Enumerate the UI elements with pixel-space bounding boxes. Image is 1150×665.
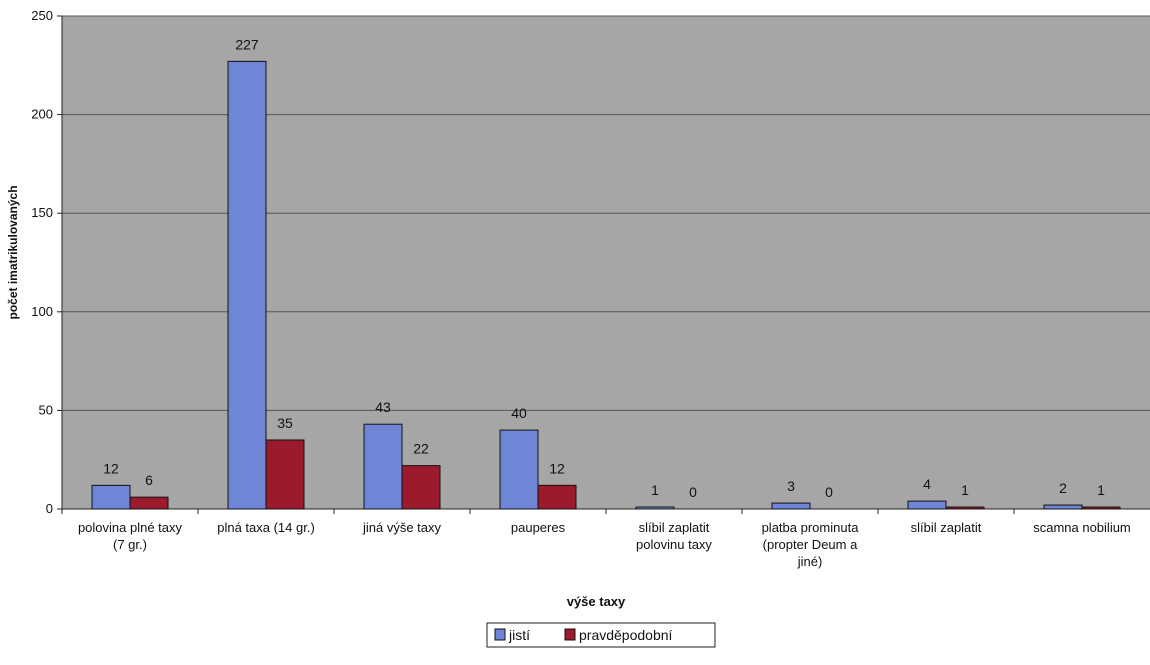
data-label: 1 [961, 482, 969, 498]
category-label: scamna nobilium [1033, 520, 1131, 535]
legend [486, 622, 716, 648]
data-label: 22 [413, 441, 429, 457]
bar-jistí [907, 500, 947, 510]
bar-jistí [91, 484, 131, 510]
bar-jistí [227, 60, 267, 510]
data-label: 0 [689, 484, 697, 500]
data-label: 35 [277, 415, 293, 431]
legend-swatch [564, 628, 576, 641]
plot-area [62, 16, 1150, 509]
x-axis-title: výše taxy [567, 594, 626, 609]
data-label: 43 [375, 399, 391, 415]
data-label: 227 [235, 36, 259, 52]
category-label: slíbil zaplatit [911, 520, 982, 535]
bar-jistí [635, 506, 675, 510]
data-label: 1 [651, 482, 659, 498]
bar-pravděpodobní [401, 465, 441, 510]
y-tick-label: 250 [31, 8, 53, 23]
category-label: pauperes [511, 520, 566, 535]
bar-jistí [499, 429, 539, 510]
y-tick-label: 200 [31, 107, 53, 122]
bar-pravděpodobní [265, 439, 305, 510]
data-label: 3 [787, 478, 795, 494]
category-label: polovinu taxy [636, 537, 712, 552]
data-label: 2 [1059, 480, 1067, 496]
y-tick-label: 100 [31, 304, 53, 319]
category-label: plná taxa (14 gr.) [217, 520, 315, 535]
bar-pravděpodobní [129, 496, 169, 510]
data-label: 6 [145, 472, 153, 488]
category-label: jiné) [797, 554, 823, 569]
data-label: 12 [103, 460, 119, 476]
bar-pravděpodobní [537, 484, 577, 510]
category-label: (7 gr.) [113, 537, 147, 552]
data-label: 4 [923, 476, 931, 492]
category-label: jiná výše taxy [362, 520, 442, 535]
data-label: 12 [549, 460, 565, 476]
legend-label: jistí [508, 627, 530, 643]
data-label: 0 [825, 484, 833, 500]
legend-label: pravděpodobní [579, 627, 673, 643]
y-tick-label: 50 [39, 402, 53, 417]
y-tick-label: 150 [31, 205, 53, 220]
y-tick-label: 0 [46, 501, 53, 516]
category-label: slíbil zaplatit [639, 520, 710, 535]
bar-pravděpodobní [1081, 506, 1121, 510]
category-label: platba prominuta [762, 520, 860, 535]
data-label: 40 [511, 405, 527, 421]
bar-jistí [771, 502, 811, 510]
category-label: polovina plné taxy [78, 520, 183, 535]
bar-jistí [363, 423, 403, 510]
data-label: 1 [1097, 482, 1105, 498]
bar-pravděpodobní [945, 506, 985, 510]
y-axis-title: počet imatrikulovaných [6, 185, 20, 319]
category-label: (propter Deum a [763, 537, 858, 552]
legend-swatch [494, 628, 506, 641]
bar-jistí [1043, 504, 1083, 510]
